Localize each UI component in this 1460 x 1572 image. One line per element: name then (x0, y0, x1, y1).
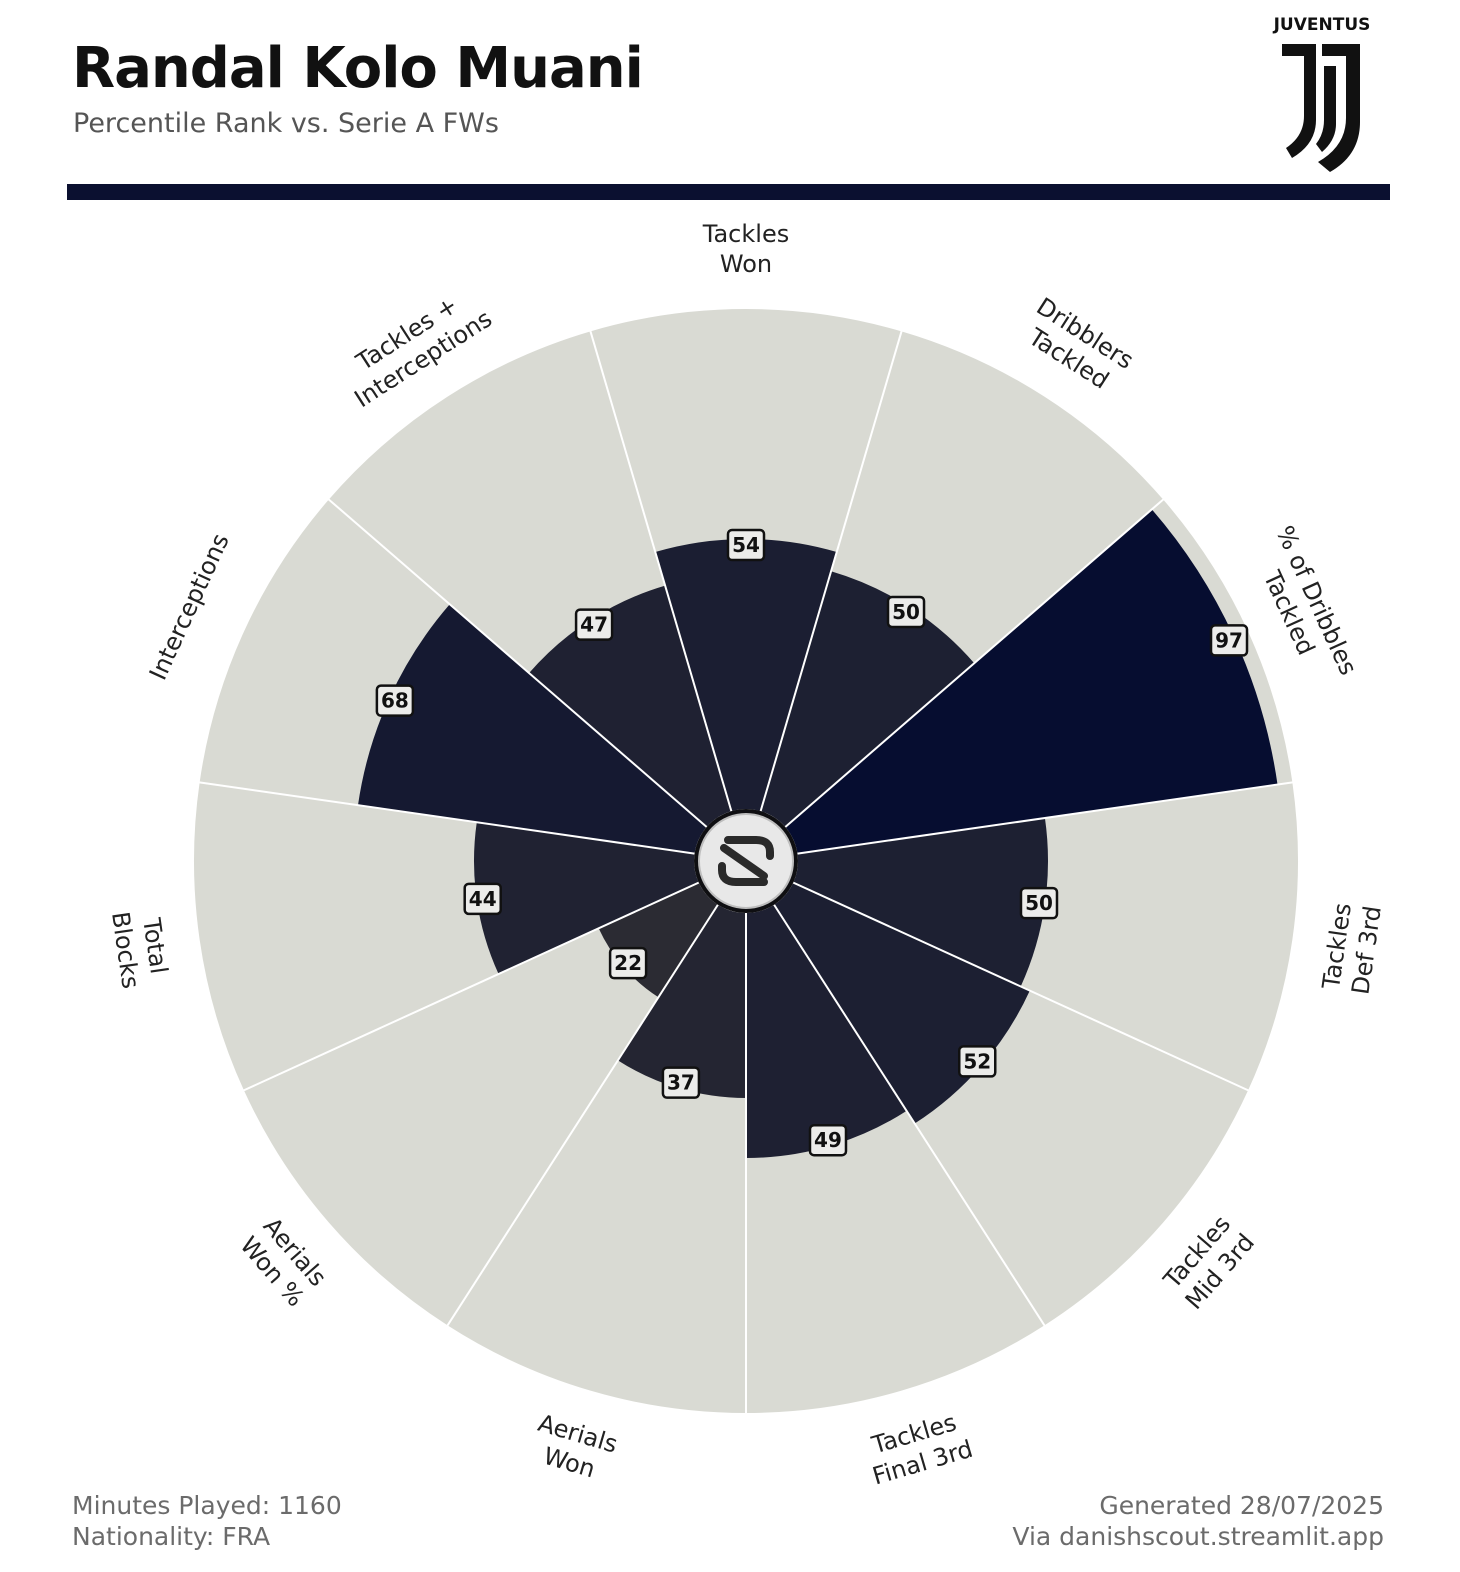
value-label-interceptions: 68 (375, 684, 415, 717)
nationality: Nationality: FRA (72, 1522, 271, 1551)
value-label-of-dribbles-tackled: 97 (1209, 624, 1249, 657)
bar-total-blocks (474, 822, 699, 974)
value-labels: 54 50 97 50 52 49 37 22 44 68 47 (375, 528, 1249, 1157)
separator-line (588, 329, 733, 812)
value-label-aerials-won: 37 (661, 1066, 701, 1099)
value-label-tackles-def-3rd: 50 (1019, 886, 1059, 920)
separator-line (784, 497, 1166, 828)
bar-tackles-won (655, 539, 837, 812)
bar-dribblers-tackled (760, 571, 975, 827)
juventus-logo: JUVENTUS (1272, 10, 1372, 180)
value-text: 22 (614, 951, 642, 975)
category-label-line: Interceptions (144, 529, 235, 684)
separator-line (326, 497, 708, 828)
separator-line (797, 781, 1295, 855)
value-text: 50 (892, 600, 920, 624)
bar-aerials-won (617, 904, 746, 1098)
value-text: 37 (667, 1071, 695, 1095)
value-text: 97 (1215, 628, 1243, 652)
value-text: 50 (1025, 891, 1053, 915)
chart-subtitle: Percentile Rank vs. Serie A FWs (73, 108, 499, 139)
value-label-tackles-mid-3rd: 52 (958, 1045, 997, 1078)
value-label-total-blocks: 44 (463, 882, 502, 916)
danishscout-logo-icon (694, 809, 798, 913)
source-credit: Via danishscout.streamlit.app (1012, 1522, 1384, 1551)
value-label-tackles-won: 54 (726, 528, 766, 562)
value-text: 54 (732, 533, 760, 557)
value-text: 44 (469, 887, 497, 911)
value-text: 68 (381, 689, 409, 713)
bar-tackles-final-3rd (746, 904, 907, 1158)
bg-wedge-aerials-won (243, 882, 718, 1326)
value-label-aerials-won: 22 (608, 946, 648, 980)
generation-info: Generated 28/07/2025 Via danishscout.str… (1012, 1490, 1384, 1552)
value-label-tackles-interceptions: 47 (574, 608, 614, 641)
minutes-played: Minutes Played: 1160 (72, 1491, 342, 1520)
juventus-logo-text: JUVENTUS (1273, 15, 1371, 35)
separator-line (241, 881, 700, 1093)
bar-of-dribbles-tackled (785, 509, 1278, 854)
category-label-line: Won (720, 250, 772, 278)
category-label-interceptions: Interceptions (144, 529, 235, 684)
separator-line (773, 904, 1047, 1328)
separator-line (445, 904, 719, 1328)
category-label-line: Tackles (702, 220, 789, 248)
value-text: 52 (963, 1049, 991, 1073)
wedge-separators (197, 329, 1295, 1415)
bar-tackles-def-3rd (793, 818, 1048, 987)
separator-line (792, 881, 1251, 1093)
separator-line (759, 329, 904, 812)
separator-line (197, 781, 695, 855)
player-info: Minutes Played: 1160 Nationality: FRA (72, 1490, 342, 1552)
bar-interceptions (357, 604, 707, 854)
value-label-dribblers-tackled: 50 (886, 595, 926, 629)
header-divider-bar (67, 184, 1390, 200)
generated-date: Generated 28/07/2025 (1099, 1491, 1384, 1520)
chart-title: Randal Kolo Muani (72, 36, 644, 101)
value-text: 47 (580, 613, 608, 637)
bar-tackles-interceptions (529, 585, 732, 827)
value-text: 49 (814, 1128, 842, 1152)
value-label-tackles-final-3rd: 49 (808, 1123, 848, 1157)
